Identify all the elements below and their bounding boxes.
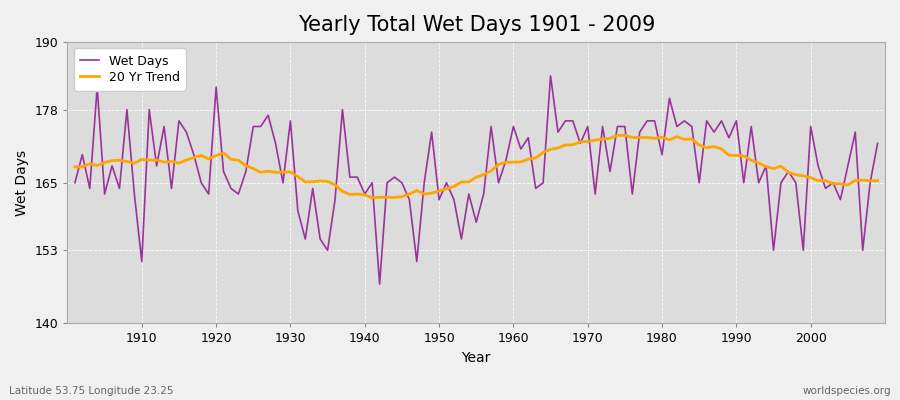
X-axis label: Year: Year [462,351,490,365]
20 Yr Trend [129,161,140,166]
Legend: Wet Days, 20 Yr Trend: Wet Days, 20 Yr Trend [74,48,186,91]
20 Yr Trend [516,160,526,164]
Wet Days [516,147,526,152]
Y-axis label: Wet Days: Wet Days [15,150,29,216]
Line: 20 Yr Trend: 20 Yr Trend [75,135,878,198]
20 Yr Trend [872,178,883,183]
20 Yr Trend [367,195,378,200]
Text: worldspecies.org: worldspecies.org [803,386,891,396]
20 Yr Trend [508,160,518,164]
Wet Days [508,124,518,129]
Wet Days [69,180,80,185]
Text: Latitude 53.75 Longitude 23.25: Latitude 53.75 Longitude 23.25 [9,386,174,396]
Line: Wet Days: Wet Days [75,76,878,284]
20 Yr Trend [69,164,80,169]
20 Yr Trend [612,133,623,138]
Wet Days [545,74,556,78]
20 Yr Trend [337,189,347,194]
20 Yr Trend [292,174,303,179]
20 Yr Trend [605,136,616,141]
Wet Days [612,124,623,129]
Wet Days [129,192,140,196]
Wet Days [337,107,347,112]
Wet Days [872,141,883,146]
Wet Days [292,208,303,213]
Wet Days [374,282,385,286]
Title: Yearly Total Wet Days 1901 - 2009: Yearly Total Wet Days 1901 - 2009 [298,15,655,35]
